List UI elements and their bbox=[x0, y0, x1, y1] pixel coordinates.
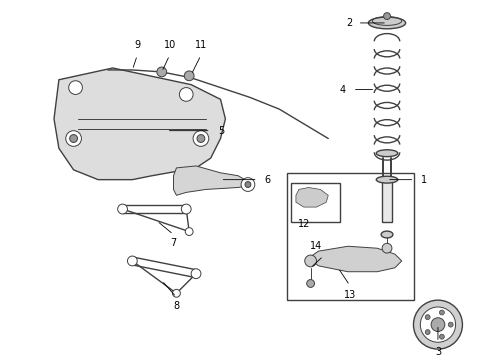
Circle shape bbox=[197, 135, 205, 143]
Circle shape bbox=[181, 204, 191, 214]
Text: 11: 11 bbox=[195, 40, 207, 50]
Circle shape bbox=[431, 318, 445, 332]
Polygon shape bbox=[173, 166, 250, 195]
Text: 6: 6 bbox=[265, 175, 270, 185]
Circle shape bbox=[70, 135, 77, 143]
Text: 3: 3 bbox=[435, 347, 441, 357]
Circle shape bbox=[191, 269, 201, 279]
Circle shape bbox=[69, 81, 82, 94]
Bar bbox=[382, 178, 392, 222]
Polygon shape bbox=[309, 246, 402, 272]
Circle shape bbox=[193, 131, 209, 147]
Circle shape bbox=[425, 330, 430, 334]
FancyBboxPatch shape bbox=[291, 183, 340, 222]
Circle shape bbox=[245, 181, 251, 188]
Circle shape bbox=[118, 204, 127, 214]
Circle shape bbox=[440, 334, 444, 339]
Circle shape bbox=[425, 315, 430, 320]
Circle shape bbox=[157, 67, 167, 77]
Text: 12: 12 bbox=[297, 219, 310, 229]
Text: 13: 13 bbox=[343, 290, 356, 300]
Ellipse shape bbox=[368, 17, 406, 29]
Ellipse shape bbox=[381, 231, 393, 238]
Text: 14: 14 bbox=[310, 241, 322, 251]
Circle shape bbox=[305, 255, 317, 267]
Circle shape bbox=[414, 300, 463, 349]
Circle shape bbox=[440, 310, 444, 315]
Circle shape bbox=[127, 256, 137, 266]
Circle shape bbox=[241, 178, 255, 192]
Text: 2: 2 bbox=[346, 18, 353, 28]
FancyBboxPatch shape bbox=[287, 173, 415, 300]
Text: 1: 1 bbox=[421, 175, 427, 185]
Circle shape bbox=[184, 71, 194, 81]
Text: 10: 10 bbox=[164, 40, 176, 50]
Text: 5: 5 bbox=[219, 126, 225, 136]
Text: 4: 4 bbox=[340, 85, 346, 95]
Text: 8: 8 bbox=[173, 301, 179, 311]
Polygon shape bbox=[296, 188, 328, 207]
Circle shape bbox=[384, 13, 391, 19]
Circle shape bbox=[307, 280, 315, 287]
Circle shape bbox=[185, 228, 193, 235]
Text: 7: 7 bbox=[171, 238, 176, 248]
Ellipse shape bbox=[376, 150, 398, 157]
Circle shape bbox=[179, 87, 193, 101]
Circle shape bbox=[382, 243, 392, 253]
Circle shape bbox=[172, 289, 180, 297]
Circle shape bbox=[420, 307, 456, 342]
Circle shape bbox=[448, 322, 453, 327]
Ellipse shape bbox=[376, 176, 398, 183]
Text: 9: 9 bbox=[134, 40, 140, 50]
Polygon shape bbox=[54, 68, 225, 180]
Circle shape bbox=[66, 131, 81, 147]
